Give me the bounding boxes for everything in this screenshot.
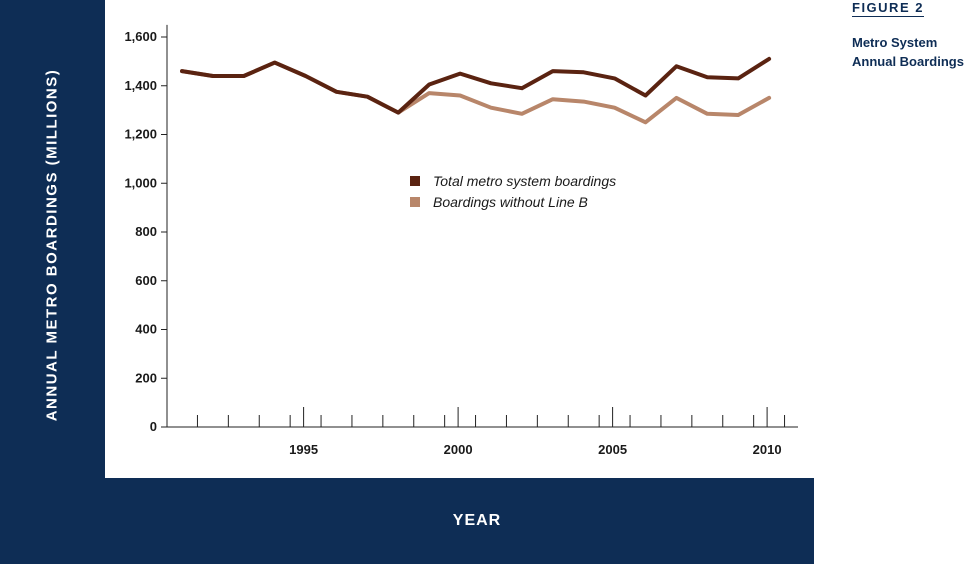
x-tick-label: 2010 [753,442,782,457]
legend-entry: Boardings without Line B [433,194,588,210]
y-tick-label: 1,600 [124,29,157,44]
plot-panel: 0 200 400 600 800 1,000 1,200 1,400 1,600 1995 200… [105,0,814,478]
x-tick-label: 2000 [444,442,473,457]
legend-swatch [410,197,420,207]
y-tick-label: 1,200 [124,127,157,142]
line-chart: 0 200 400 600 800 1,000 1,200 1,400 1,600 1995 200… [124,24,798,457]
figure-number: FIGURE 2 [852,0,924,17]
x-axis-label: YEAR [452,512,502,529]
figure-caption: Metro System Annual Boardings [852,35,964,69]
series-line-total [180,56,772,115]
x-tick-label: 1995 [289,442,318,457]
y-tick-label: 200 [135,370,157,385]
y-tick-label: 400 [135,322,157,337]
y-tick-label: 1,400 [124,78,157,93]
y-tick-label: 1,000 [124,175,157,190]
y-axis-label: ANNUAL METRO BOARDINGS (MILLIONS) [43,68,61,422]
y-tick-label: 600 [135,273,157,288]
legend-swatch [410,176,420,186]
y-tick-label: 0 [150,419,157,434]
series-line-without-line-b [180,60,772,125]
x-tick-label: 2005 [598,442,627,457]
y-tick-label: 800 [135,224,157,239]
legend-entry: Total metro system boardings [433,173,616,189]
